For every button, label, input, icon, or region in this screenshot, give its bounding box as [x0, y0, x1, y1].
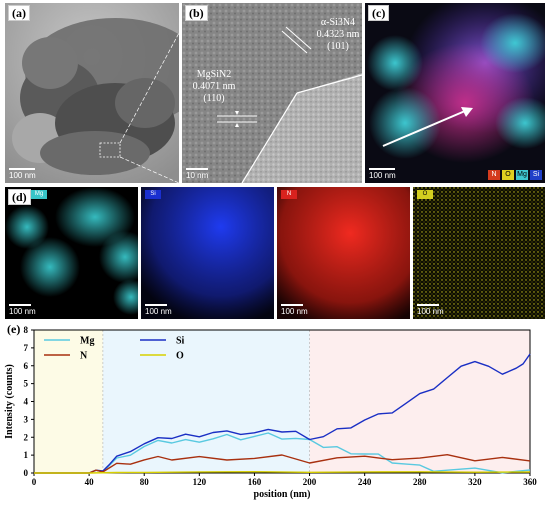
panel-a-label: (a)	[8, 5, 30, 21]
legend-label-si: Si	[176, 336, 185, 347]
panel-d-map-n: N 100 nm	[277, 187, 410, 319]
y-tick-label-5: 5	[24, 379, 29, 389]
legend-label-n: N	[80, 351, 88, 362]
alpha-phase-name: α-Si3N4	[320, 17, 356, 28]
series-line-o	[34, 471, 531, 474]
si-map-tag: Si	[145, 190, 161, 199]
si-map-scale-bar: 100 nm	[145, 304, 172, 316]
x-tick-label-80: 80	[140, 477, 150, 487]
o-map-scale-bar: 100 nm	[417, 304, 444, 316]
mg-map-image	[5, 187, 138, 315]
panel-d-map-si: Si 100 nm	[141, 187, 274, 319]
y-tick-label-4: 4	[24, 397, 29, 407]
panel-d-label: (d)	[8, 189, 31, 205]
o-map-tag: O	[417, 190, 433, 199]
si-map-image	[141, 187, 274, 319]
series-line-n	[34, 454, 531, 474]
series-line-mg	[34, 432, 531, 474]
tem-overview-image	[5, 3, 179, 183]
panel-c-label: (c)	[368, 5, 390, 21]
y-axis-label: Intensity (counts)	[4, 364, 15, 439]
y-tick-label-6: 6	[24, 361, 29, 371]
legend-label-o: O	[176, 351, 184, 362]
region-band-0	[34, 330, 103, 473]
legend-mg: Mg	[516, 170, 528, 180]
panel-c-scale-bar: 100 nm	[369, 168, 396, 180]
mgsin2-hkl: (110)	[203, 93, 225, 104]
legend-label-mg: Mg	[80, 336, 94, 347]
legend-o: O	[502, 170, 514, 180]
x-tick-label-0: 0	[32, 477, 37, 487]
y-tick-label-2: 2	[24, 432, 29, 442]
n-map-image	[277, 187, 410, 319]
n-map-tag: N	[281, 190, 297, 199]
eds-overlay-map	[367, 3, 545, 163]
panel-b-label: (b)	[185, 5, 208, 21]
x-axis-label: position (nm)	[254, 489, 311, 500]
n-map-scale-bar: 100 nm	[281, 304, 308, 316]
mgsin2-phase-name: MgSiN2	[196, 69, 232, 80]
x-tick-label-160: 160	[248, 477, 262, 487]
mg-map-tag: Mg	[31, 190, 47, 199]
panel-a-tem-image: (a) 100 nm	[5, 3, 179, 183]
panel-b-hrtem-image: (b) α-Si3N4 0.4323 nm (101) MgSiN2 0.407…	[182, 3, 362, 183]
alpha-d-spacing: 0.4323 nm	[316, 29, 360, 40]
y-tick-label-0: 0	[24, 468, 29, 478]
x-tick-label-40: 40	[85, 477, 95, 487]
x-tick-label-360: 360	[523, 477, 537, 487]
mgsin2-d-spacing: 0.4071 nm	[192, 81, 236, 92]
alpha-si3n4-annotation: α-Si3N4 0.4323 nm (101)	[314, 17, 362, 53]
alpha-hkl: (101)	[327, 41, 349, 52]
x-tick-label-240: 240	[358, 477, 372, 487]
line-scan-plot: 0 40 80 120 160 200 240 280 320 360 0 1 2 3 4 5 6 7 8 posit…	[4, 325, 537, 500]
y-tick-label-3: 3	[24, 414, 29, 424]
panel-d-map-mg: (d) Mg 100 nm	[5, 187, 138, 319]
series-line-si	[34, 353, 531, 474]
panel-b-scale-bar: 10 nm	[186, 168, 208, 180]
region-band-2	[309, 330, 530, 473]
panel-d-map-o: O 100 nm	[413, 187, 545, 319]
y-tick-label-7: 7	[24, 343, 29, 353]
legend-si: Si	[530, 170, 542, 180]
panel-e-label: (e)	[7, 322, 21, 336]
panel-e-line-scan-chart: (e) 0 40 80 120 160 200 240 280 320 360 0 1 2 3 4 5 6 7 8 p…	[0, 322, 550, 505]
element-legend: N O Mg Si	[488, 170, 542, 180]
hrtem-lattice-image	[182, 3, 362, 183]
panel-a-scale-bar: 100 nm	[9, 168, 36, 180]
zoom-region-box	[99, 142, 121, 158]
y-tick-label-1: 1	[24, 450, 29, 460]
panel-c-eds-overlay: (c) 100 nm N O Mg Si	[365, 3, 545, 183]
x-tick-label-200: 200	[303, 477, 317, 487]
o-map-image	[413, 187, 545, 319]
x-tick-label-280: 280	[413, 477, 427, 487]
x-tick-label-120: 120	[193, 477, 207, 487]
x-tick-label-320: 320	[468, 477, 482, 487]
mgsin2-annotation: MgSiN2 0.4071 nm (110)	[186, 69, 242, 105]
region-band-1	[102, 330, 310, 473]
y-tick-label-8: 8	[24, 325, 29, 335]
mg-map-scale-bar: 100 nm	[9, 304, 36, 316]
legend-n: N	[488, 170, 500, 180]
